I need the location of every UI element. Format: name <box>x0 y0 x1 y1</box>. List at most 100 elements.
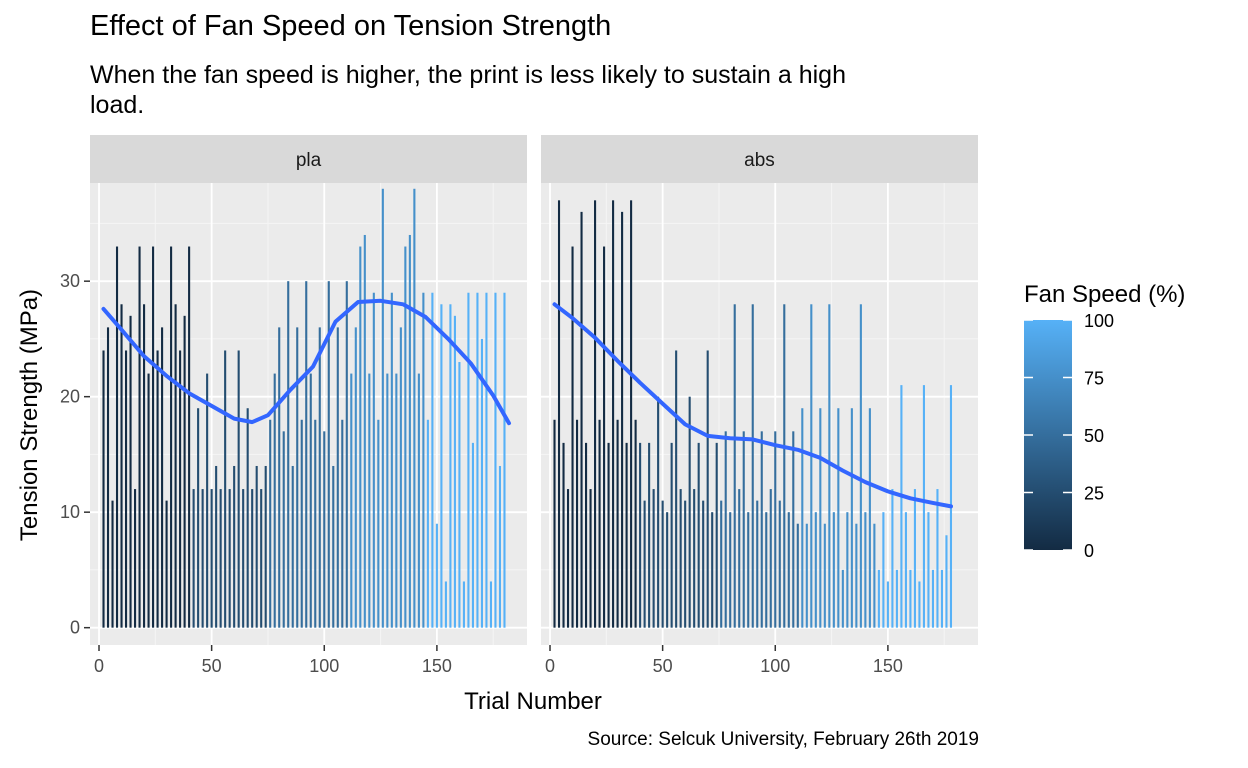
bar <box>305 281 308 628</box>
bar <box>179 350 182 628</box>
bar <box>386 373 389 628</box>
bar <box>756 500 759 628</box>
bar <box>765 512 768 628</box>
bar <box>729 512 732 628</box>
panel-pla: pla <box>90 135 527 645</box>
bar <box>296 327 299 628</box>
facet-strip-label: pla <box>296 150 322 171</box>
bar <box>702 500 705 628</box>
bar <box>224 350 227 628</box>
bar <box>282 431 285 628</box>
x-tick-label: 0 <box>545 656 555 676</box>
bar <box>183 315 186 628</box>
bar <box>404 246 407 628</box>
bar <box>778 500 781 628</box>
bar <box>377 419 380 628</box>
bar <box>309 373 312 628</box>
bar <box>832 512 835 628</box>
y-tick-label: 30 <box>60 271 80 291</box>
bar <box>841 569 844 628</box>
bar <box>639 442 642 628</box>
bar <box>390 292 393 628</box>
bar <box>936 489 939 628</box>
bar <box>891 489 894 628</box>
bar <box>237 350 240 628</box>
bar <box>792 431 795 628</box>
bar <box>823 523 826 628</box>
bar <box>810 304 813 628</box>
bar <box>783 304 786 628</box>
bar <box>498 465 502 628</box>
bar <box>859 304 862 628</box>
bar <box>102 350 105 628</box>
bar <box>368 373 371 628</box>
bar <box>886 581 889 628</box>
bar <box>796 523 799 628</box>
y-tick-label: 20 <box>60 387 80 407</box>
bar <box>480 338 483 628</box>
bar <box>350 373 353 628</box>
bar <box>314 419 317 628</box>
legend-tick-label: 100 <box>1084 311 1114 331</box>
x-tick-label: 100 <box>760 656 790 676</box>
bar <box>846 512 849 628</box>
legend-ticks: 0 25 50 75 100 <box>1024 311 1114 561</box>
bar <box>363 234 366 628</box>
bar <box>648 442 651 628</box>
bar <box>742 431 745 628</box>
bar <box>449 304 452 628</box>
bar <box>467 292 470 628</box>
bar <box>120 304 123 628</box>
bar <box>675 350 678 628</box>
bar <box>291 465 294 628</box>
bar <box>143 304 146 628</box>
bar <box>260 489 263 628</box>
bar <box>634 419 637 628</box>
bar <box>801 408 804 628</box>
bar <box>747 512 750 628</box>
bar <box>693 489 696 628</box>
bar <box>206 373 209 628</box>
legend-tick-label: 75 <box>1084 369 1104 389</box>
bar <box>877 569 880 628</box>
bar <box>381 188 384 628</box>
bar <box>688 396 691 628</box>
bar <box>458 362 461 628</box>
bar <box>720 500 723 628</box>
legend-tick-label: 0 <box>1084 541 1094 561</box>
bar <box>341 419 344 628</box>
bar <box>422 292 425 628</box>
x-tick-label: 50 <box>653 656 673 676</box>
bar <box>192 489 195 628</box>
bar <box>585 442 588 628</box>
bar <box>868 408 871 628</box>
bar <box>607 442 610 628</box>
bar <box>918 581 921 628</box>
bar <box>666 512 669 628</box>
bar <box>278 327 281 628</box>
bar <box>711 512 714 628</box>
bar <box>152 246 155 628</box>
x-tick-label: 50 <box>202 656 222 676</box>
bar <box>246 408 249 628</box>
axes-layer: 0 50 100 150 0 10 20 30 0 50 100 150 <box>60 271 903 676</box>
bar <box>715 442 718 628</box>
legend-tick-label: 25 <box>1084 484 1104 504</box>
bar <box>485 292 488 628</box>
bar <box>819 408 822 628</box>
bar <box>913 489 916 628</box>
bar <box>426 419 429 628</box>
bar <box>774 431 777 628</box>
bar <box>431 292 434 628</box>
bar <box>873 523 876 628</box>
bar <box>814 512 817 628</box>
bar <box>170 246 173 628</box>
bar <box>129 315 132 628</box>
bar <box>864 512 867 628</box>
bar <box>359 246 362 628</box>
bar <box>188 246 191 628</box>
bar <box>657 396 660 628</box>
bar <box>922 385 925 628</box>
legend-tick-label: 50 <box>1084 426 1104 446</box>
